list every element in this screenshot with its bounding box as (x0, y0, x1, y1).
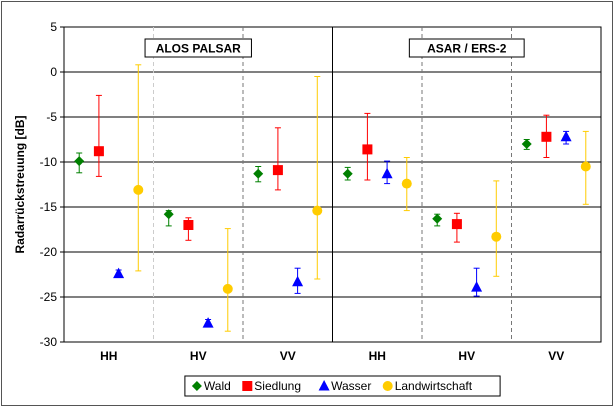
data-point-landwirtschaft (222, 283, 233, 294)
x-category-label: HH (100, 349, 117, 363)
data-point-siedlung (272, 165, 283, 176)
legend-marker (318, 380, 330, 391)
x-category-label: HV (190, 349, 207, 363)
legend-marker (242, 381, 253, 391)
legend-box (184, 375, 501, 397)
data-point-wald (521, 139, 532, 149)
data-point-siedlung (541, 131, 552, 142)
data-point-siedlung (362, 144, 373, 155)
data-point-wasser (560, 130, 572, 142)
y-tick-label: -15 (40, 200, 58, 214)
x-category-label: VV (548, 349, 564, 363)
y-tick-label: -25 (40, 290, 58, 304)
y-tick-label: -5 (46, 110, 57, 124)
data-point-wald (342, 168, 353, 179)
y-tick-label: -10 (40, 155, 58, 169)
data-point-siedlung (451, 219, 462, 230)
y-tick-label: -20 (40, 245, 58, 259)
data-point-wasser (381, 167, 393, 179)
data-point-wasser (471, 281, 483, 292)
data-point-wasser (202, 317, 214, 328)
x-category-label: HV (458, 349, 475, 363)
y-axis-label: Radarrückstreuung [dB] (13, 115, 27, 253)
y-tick-label: 0 (50, 65, 57, 79)
data-point-landwirtschaft (491, 231, 502, 242)
data-point-landwirtschaft (580, 161, 591, 172)
legend-label: Landwirtschaft (395, 379, 473, 393)
data-point-landwirtschaft (312, 205, 323, 216)
legend-marker (382, 381, 393, 391)
data-point-landwirtschaft (401, 178, 412, 189)
panel-title: ALOS PALSAR (156, 42, 241, 56)
data-point-landwirtschaft (133, 184, 144, 195)
legend-label: Wasser (331, 379, 371, 393)
data-point-wald (432, 213, 443, 224)
panel-title-box (144, 38, 252, 58)
data-point-wasser (292, 275, 304, 287)
y-tick-label: 5 (50, 20, 57, 34)
legend-marker (191, 381, 202, 391)
data-point-wald (74, 156, 85, 167)
y-tick-label: -30 (40, 335, 58, 349)
data-point-wald (253, 168, 264, 179)
legend-label: Siedlung (254, 379, 301, 393)
data-point-wald (163, 209, 174, 220)
x-category-label: VV (280, 349, 296, 363)
panel-title: ASAR / ERS-2 (427, 42, 507, 56)
x-category-label: HH (369, 349, 386, 363)
data-point-siedlung (183, 220, 194, 230)
data-point-wasser (113, 267, 125, 279)
chart: 5 0 -5 -10 -15 -20 -25 -30 Radarrückstreuung [dB… (13, 20, 602, 397)
legend-label: Wald (204, 379, 231, 393)
data-point-siedlung (93, 146, 104, 157)
panel-title-box (408, 38, 525, 58)
